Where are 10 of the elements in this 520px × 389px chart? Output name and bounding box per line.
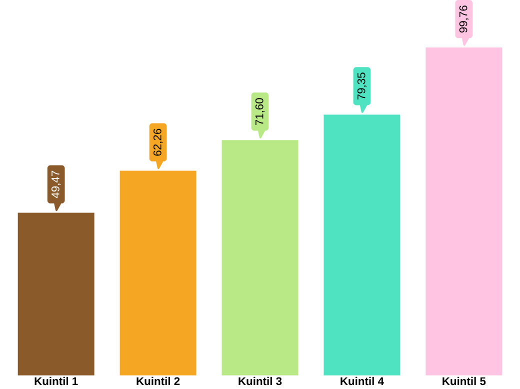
data-label: 71,60 <box>255 98 265 126</box>
data-label: 99,76 <box>459 6 469 33</box>
x-tick-label: Kuintil 2 <box>136 377 180 386</box>
data-label: 79,35 <box>357 72 367 100</box>
data-label: 62,26 <box>153 129 163 156</box>
x-tick-label: Kuintil 3 <box>238 377 282 386</box>
x-tick-label: Kuintil 1 <box>34 377 78 386</box>
x-tick-label: Kuintil 4 <box>340 377 384 386</box>
x-tick-label: Kuintil 5 <box>442 377 486 386</box>
data-label: 49,47 <box>51 171 61 198</box>
